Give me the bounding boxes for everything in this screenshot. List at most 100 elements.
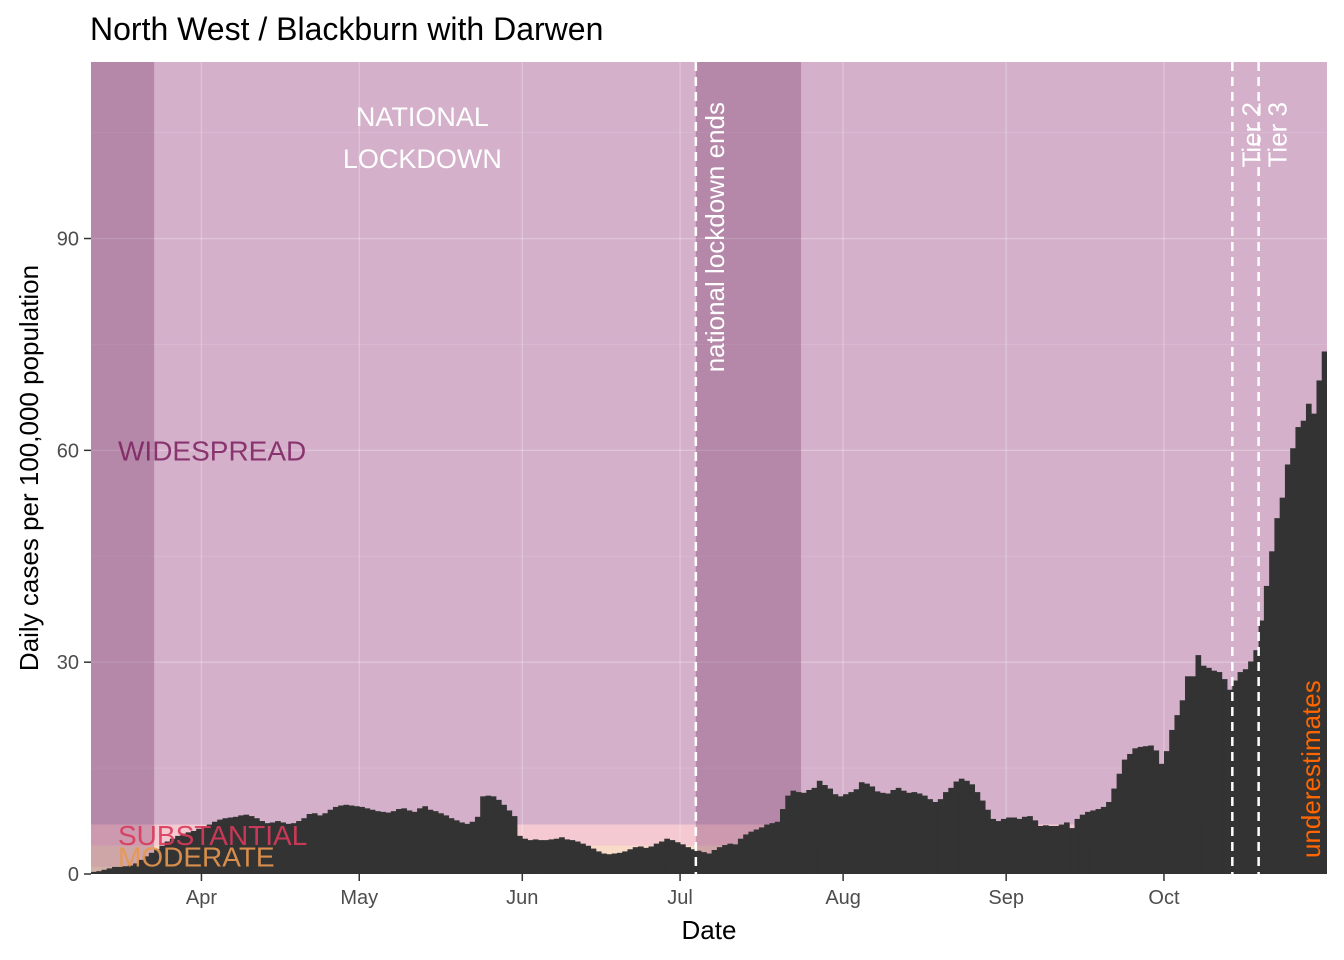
bar xyxy=(832,794,839,874)
y-tick-label: 60 xyxy=(57,440,79,462)
bar xyxy=(417,808,423,874)
bar xyxy=(1064,822,1070,874)
bar xyxy=(574,841,581,874)
bar xyxy=(1253,650,1260,874)
underestimates-label: underestimates xyxy=(1296,680,1326,858)
bar xyxy=(795,792,802,874)
x-tick-label: Jul xyxy=(667,887,693,909)
bar xyxy=(900,790,907,874)
bar xyxy=(343,804,350,874)
bar xyxy=(127,865,134,874)
bar xyxy=(427,809,434,874)
bar xyxy=(1116,773,1123,874)
y-tick-label: 90 xyxy=(57,229,79,251)
bar xyxy=(322,813,329,874)
shaded-period xyxy=(91,62,155,874)
bar xyxy=(816,780,823,874)
bar xyxy=(248,816,255,874)
bar xyxy=(206,824,213,874)
bar xyxy=(1316,380,1323,874)
bar xyxy=(1016,818,1023,874)
bar xyxy=(1111,788,1118,874)
bar xyxy=(1137,746,1144,874)
bar xyxy=(837,796,844,874)
bar xyxy=(737,838,744,874)
bar xyxy=(853,789,860,874)
x-axis-label: Date xyxy=(682,915,737,945)
bar xyxy=(580,843,586,874)
bar xyxy=(843,794,849,874)
bar xyxy=(453,820,460,874)
bar xyxy=(585,845,592,874)
y-axis-label: Daily cases per 100,000 population xyxy=(14,265,44,671)
bar xyxy=(606,854,613,874)
bar xyxy=(1048,825,1054,874)
bar xyxy=(627,849,634,874)
bar xyxy=(753,829,760,874)
y-tick-label: 0 xyxy=(68,864,79,886)
bar xyxy=(1058,824,1065,874)
bar xyxy=(285,823,292,874)
bar xyxy=(1069,828,1075,874)
bar xyxy=(1248,661,1254,874)
bar xyxy=(906,792,912,874)
bar xyxy=(732,844,739,874)
bar xyxy=(106,868,113,874)
bar xyxy=(1258,620,1265,874)
bar xyxy=(474,816,481,874)
bar xyxy=(264,823,271,874)
bar xyxy=(1184,676,1191,874)
bar xyxy=(543,840,549,874)
band-label: WIDESPREAD xyxy=(118,435,306,466)
bar xyxy=(332,806,339,874)
bar xyxy=(254,818,260,874)
bar xyxy=(1195,655,1202,874)
bar xyxy=(211,821,218,874)
bar xyxy=(217,819,223,874)
bar xyxy=(569,840,576,874)
bar xyxy=(969,784,976,874)
bar xyxy=(1163,751,1170,874)
x-axis: Apr May Jun Jul Aug Sep Oct xyxy=(186,874,1180,909)
bar xyxy=(522,838,528,874)
bar xyxy=(695,850,702,874)
bar xyxy=(359,806,365,874)
bar xyxy=(979,800,986,874)
bar xyxy=(1100,806,1107,874)
bar xyxy=(785,795,791,874)
bar xyxy=(1121,759,1128,874)
bar xyxy=(806,789,812,874)
bar xyxy=(790,790,797,874)
bar xyxy=(716,847,723,874)
bar xyxy=(811,787,818,874)
bar xyxy=(743,834,749,874)
bar xyxy=(664,838,670,874)
bar xyxy=(622,851,628,874)
bar xyxy=(233,816,239,874)
bar xyxy=(648,846,655,874)
bar xyxy=(1085,811,1091,874)
bar xyxy=(101,869,108,874)
bar xyxy=(138,859,144,874)
bar xyxy=(396,809,402,874)
bar xyxy=(1074,818,1081,874)
bar xyxy=(117,866,123,874)
x-tick-label: Jun xyxy=(506,887,538,909)
bar xyxy=(1053,825,1060,874)
bar xyxy=(1237,672,1244,874)
bar xyxy=(1242,669,1249,874)
bar xyxy=(1211,670,1217,874)
shaded-period xyxy=(695,62,802,874)
bar xyxy=(243,814,250,874)
bar xyxy=(1021,816,1028,874)
bar xyxy=(764,824,770,874)
bar xyxy=(911,792,918,874)
bar xyxy=(169,838,176,874)
bar xyxy=(506,810,513,874)
bar xyxy=(527,840,534,874)
bar xyxy=(1042,825,1049,874)
bar xyxy=(385,812,392,874)
x-tick-label: May xyxy=(340,887,378,909)
bar xyxy=(669,840,676,874)
bar xyxy=(1295,427,1302,874)
